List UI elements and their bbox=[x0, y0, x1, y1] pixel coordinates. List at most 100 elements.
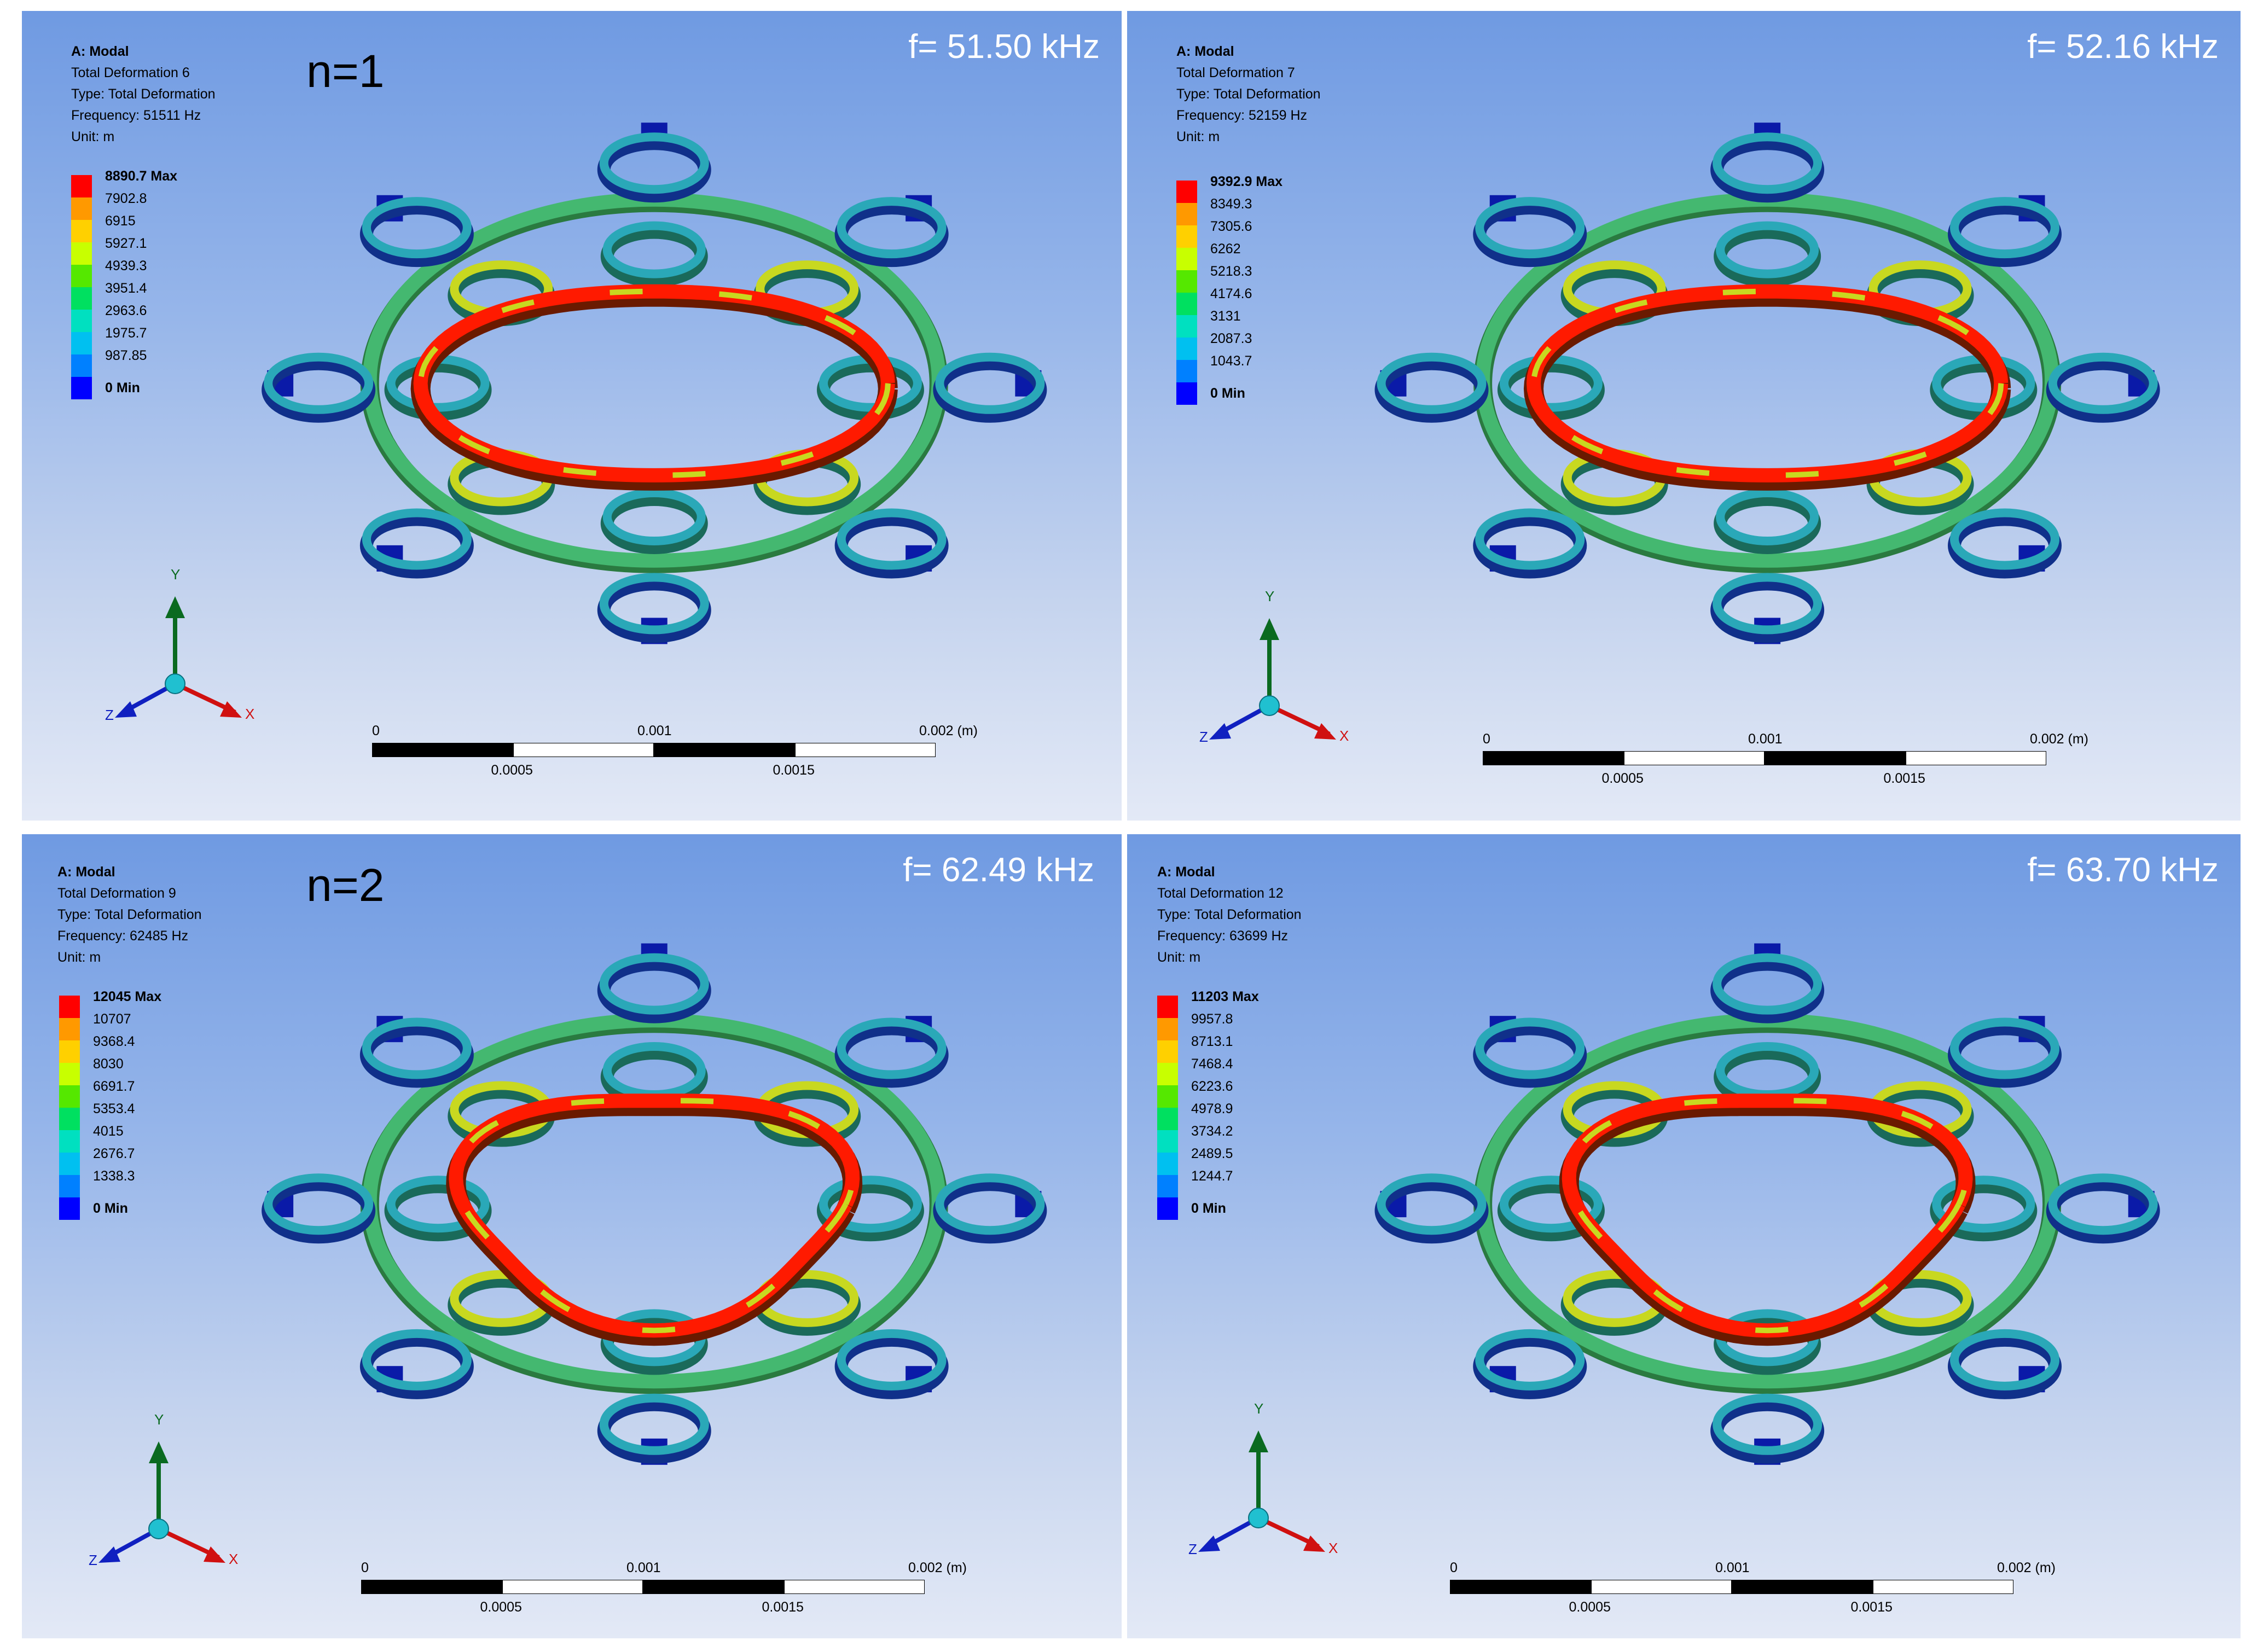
spoke-ring-outer bbox=[1950, 1329, 2060, 1391]
legend-label: 4015 bbox=[93, 1124, 124, 1139]
spoke-ring-outer bbox=[1950, 197, 2060, 259]
legend-swatch bbox=[59, 1197, 80, 1220]
legend-swatch bbox=[1157, 1040, 1178, 1063]
axis-triad: Y X Z bbox=[1187, 1392, 1351, 1557]
z-axis-label: Z bbox=[1188, 1541, 1197, 1557]
app-label: A: Modal bbox=[57, 864, 115, 880]
legend-swatch bbox=[71, 310, 92, 332]
legend-label: 9957.8 bbox=[1191, 1011, 1233, 1027]
scale-segment bbox=[513, 743, 654, 757]
scale-segment bbox=[784, 1580, 925, 1594]
x-axis-label: X bbox=[1328, 1540, 1338, 1556]
legend-swatch bbox=[59, 1153, 80, 1175]
result-info: A: Modal Total Deformation 12 Type: Tota… bbox=[1157, 862, 1302, 968]
spoke-ring-outer bbox=[837, 1329, 947, 1391]
spoke-ring-outer bbox=[1713, 573, 1823, 635]
legend-label: 3131 bbox=[1210, 309, 1241, 324]
result-info: A: Modal Total Deformation 7 Type: Total… bbox=[1176, 41, 1321, 148]
x-axis-label: X bbox=[245, 706, 255, 722]
legend-swatch bbox=[71, 287, 92, 310]
axis-triad: Y X Z bbox=[104, 558, 268, 723]
spoke-ring-outer bbox=[935, 1173, 1045, 1235]
result-type: Type: Total Deformation bbox=[1157, 907, 1302, 922]
legend-label: 0 Min bbox=[105, 380, 140, 395]
legend-swatch bbox=[71, 175, 92, 197]
scale-tick-top: 0.002 (m) bbox=[2030, 731, 2088, 747]
inner-ring-highlight bbox=[1566, 1098, 1969, 1334]
scale-tick-bottom: 0.0005 bbox=[1601, 771, 1644, 786]
legend-label: 1244.7 bbox=[1191, 1168, 1233, 1184]
scale-tick-bottom: 0.0005 bbox=[480, 1599, 522, 1615]
spoke-ring-outer bbox=[1377, 1173, 1487, 1235]
legend-swatch bbox=[59, 1063, 80, 1085]
legend-swatch bbox=[59, 1130, 80, 1153]
triad-origin bbox=[148, 1519, 169, 1539]
spoke-ring-outer bbox=[599, 132, 709, 194]
legend-swatch bbox=[1176, 382, 1197, 405]
legend-label: 8030 bbox=[93, 1056, 124, 1072]
legend-swatch bbox=[59, 1108, 80, 1130]
scale-tick-top: 0.001 bbox=[626, 1560, 661, 1575]
legend-label: 2489.5 bbox=[1191, 1146, 1233, 1161]
legend-label: 8890.7 Max bbox=[105, 168, 178, 184]
inner-ring-highlight bbox=[417, 288, 891, 478]
spoke-ring-inner bbox=[819, 1176, 922, 1233]
triad-origin bbox=[1259, 695, 1280, 716]
scale-segment bbox=[1623, 751, 1765, 765]
result-type: Type: Total Deformation bbox=[1176, 86, 1321, 102]
inner-ring-highlight bbox=[453, 1098, 856, 1334]
spoke-ring-inner bbox=[602, 488, 706, 545]
frequency-label: f= 63.70 kHz bbox=[2027, 851, 2219, 889]
axis-triad: Y X Z bbox=[1198, 580, 1362, 745]
legend-swatch bbox=[59, 1085, 80, 1108]
scale-tick-bottom: 0.0015 bbox=[1883, 771, 1925, 786]
legend-swatch bbox=[59, 1040, 80, 1063]
legend-swatch bbox=[59, 996, 80, 1018]
scale-tick-top: 0.002 (m) bbox=[919, 723, 978, 738]
spoke-ring-outer bbox=[362, 508, 472, 570]
mode-label: n=2 bbox=[306, 859, 385, 911]
spoke-ring-inner bbox=[386, 1176, 490, 1233]
scale-segment bbox=[372, 743, 513, 757]
legend-swatch bbox=[71, 197, 92, 220]
inner-ring-highlight bbox=[1530, 288, 2004, 478]
scale-tick-bottom: 0.0005 bbox=[1569, 1599, 1611, 1615]
ring-structure-geometry bbox=[262, 123, 1047, 644]
spoke-ring-outer bbox=[1377, 352, 1487, 414]
scale-segment bbox=[1765, 751, 1906, 765]
frequency-label: f= 52.16 kHz bbox=[2027, 28, 2219, 66]
legend-swatch bbox=[1157, 1175, 1178, 1197]
legend-swatch bbox=[59, 1175, 80, 1197]
legend-swatch bbox=[71, 265, 92, 287]
z-axis-label: Z bbox=[1199, 729, 1208, 745]
scale-bar: 0 0.001 0.002 (m) 0.0005 0.0015 bbox=[361, 1560, 979, 1630]
legend-label: 10707 bbox=[93, 1011, 131, 1027]
axis-triad: Y X Z bbox=[88, 1403, 252, 1568]
result-type: Type: Total Deformation bbox=[71, 86, 216, 102]
triad-origin bbox=[165, 673, 185, 694]
modal-panel-4: A: Modal Total Deformation 12 Type: Tota… bbox=[1127, 834, 2241, 1638]
scale-bar: 0 0.001 0.002 (m) 0.0005 0.0015 bbox=[1483, 731, 2101, 801]
legend-label: 6223.6 bbox=[1191, 1079, 1233, 1094]
legend-label: 3734.2 bbox=[1191, 1124, 1233, 1139]
modal-panel-1: A: Modal Total Deformation 6 Type: Total… bbox=[22, 11, 1122, 821]
scale-tick-top: 0 bbox=[1450, 1560, 1458, 1575]
y-axis-arrow bbox=[1249, 1430, 1268, 1452]
ring-structure-geometry bbox=[262, 943, 1047, 1465]
mode-label: n=1 bbox=[306, 45, 385, 97]
x-axis-arrow bbox=[204, 1546, 225, 1563]
axis-triad-graphic bbox=[98, 1441, 225, 1563]
ring-structure-geometry bbox=[1374, 123, 2160, 644]
modal-panel-3: A: Modal Total Deformation 9 Type: Total… bbox=[22, 834, 1122, 1638]
legend-swatch bbox=[1176, 360, 1197, 382]
scale-tick-top: 0.001 bbox=[637, 723, 672, 738]
x-axis-label: X bbox=[1339, 728, 1349, 744]
axis-triad-graphic bbox=[1198, 1430, 1325, 1552]
spoke-ring-inner bbox=[1499, 1176, 1603, 1233]
y-axis-label: Y bbox=[154, 1411, 164, 1428]
scale-tick-top: 0.002 (m) bbox=[908, 1560, 967, 1575]
result-unit: Unit: m bbox=[1157, 950, 1201, 965]
legend-label: 0 Min bbox=[1210, 386, 1245, 401]
spoke-ring-inner bbox=[1716, 488, 1819, 545]
result-name: Total Deformation 9 bbox=[57, 886, 176, 901]
